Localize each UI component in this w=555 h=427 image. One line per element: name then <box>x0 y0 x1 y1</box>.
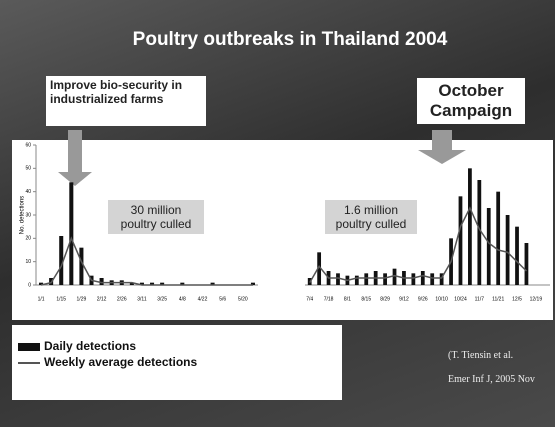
bar <box>150 282 155 285</box>
bar <box>336 273 340 285</box>
bar <box>486 208 491 285</box>
x-tick-label: 9/12 <box>399 296 409 302</box>
x-tick-label: 7/18 <box>324 296 334 302</box>
bar <box>129 282 134 285</box>
y-axis-label: No. detections <box>20 196 26 234</box>
bar <box>468 168 472 285</box>
line <box>40 236 253 286</box>
bar <box>505 215 510 285</box>
x-tick-label: 1/1 <box>38 296 45 302</box>
y-tick-label: 0 <box>28 282 31 288</box>
legend-panel <box>12 325 342 400</box>
bar <box>39 282 44 285</box>
bar <box>420 271 425 285</box>
y-tick-label: 40 <box>25 189 31 195</box>
bar <box>411 273 416 285</box>
x-tick-label: 11/7 <box>475 296 485 302</box>
y-tick-label: 10 <box>25 259 31 265</box>
legend-label: Weekly average detections <box>44 355 198 369</box>
x-tick-label: 9/26 <box>418 296 428 302</box>
annotation: 1.6 million poultry culled <box>325 200 417 234</box>
source: (T. Tiensin et al. <box>448 350 514 361</box>
bar <box>392 268 397 285</box>
bar <box>524 243 529 285</box>
x-tick-label: 3/25 <box>157 296 167 302</box>
y-tick-label: 20 <box>25 236 31 242</box>
x-tick-label: 5/6 <box>219 296 226 302</box>
x-tick-label: 3/11 <box>137 296 147 302</box>
bar <box>364 273 369 285</box>
bar <box>430 273 435 285</box>
y-tick-label: 30 <box>25 212 31 218</box>
x-tick-label: 4/8 <box>179 296 186 302</box>
bar <box>69 182 74 285</box>
x-tick-label: 2/12 <box>97 296 107 302</box>
bar <box>383 273 387 285</box>
x-tick-label: 7/4 <box>306 296 313 302</box>
x-tick-label: 12/5 <box>512 296 522 302</box>
x-tick-label: 8/15 <box>361 296 371 302</box>
arrow <box>58 130 92 186</box>
x-tick-label: 2/26 <box>117 296 127 302</box>
plot-panel <box>12 140 553 320</box>
annotation: 30 million poultry culled <box>108 200 204 234</box>
y-tick-label: 60 <box>25 142 31 148</box>
bar <box>160 282 165 285</box>
bar <box>458 196 463 285</box>
source: Emer Inf J, 2005 Nov <box>448 374 535 385</box>
x-tick-label: 11/21 <box>492 296 504 302</box>
bar <box>317 252 322 285</box>
y-tick-label: 50 <box>25 166 31 172</box>
bar <box>515 226 519 285</box>
bar <box>439 273 444 285</box>
bar <box>250 282 255 285</box>
bar <box>180 282 185 285</box>
plots: 0 10 20 30 40 50 60 No. detections 1/1 1/15 1/29 2/… <box>18 142 550 369</box>
annotation: October Campaign <box>417 78 525 124</box>
legend-label: Daily detections <box>44 339 136 353</box>
x-tick-label: 10/24 <box>454 296 467 302</box>
bar <box>210 282 215 285</box>
annotation: Improve bio-security in industrialized f… <box>46 76 206 126</box>
x-tick-label: 8/29 <box>380 296 390 302</box>
x-tick-label: 4/22 <box>198 296 208 302</box>
x-tick-label: 12/19 <box>530 296 543 302</box>
arrow <box>418 130 466 164</box>
bar <box>59 236 64 285</box>
bar <box>99 278 104 285</box>
line <box>309 206 527 284</box>
x-tick-label: 5/20 <box>238 296 248 302</box>
chart-title: Poultry outbreaks in Thailand 2004 <box>133 29 448 50</box>
bar <box>477 180 482 285</box>
bar <box>139 282 144 285</box>
legend-swatch <box>18 343 40 351</box>
bar <box>354 275 359 285</box>
x-tick-label: 10/10 <box>435 296 448 302</box>
bar <box>79 247 84 285</box>
x-tick-label: 1/15 <box>56 296 66 302</box>
x-tick-label: 8/1 <box>344 296 351 302</box>
x-tick-label: 1/29 <box>77 296 87 302</box>
bar <box>496 191 501 285</box>
